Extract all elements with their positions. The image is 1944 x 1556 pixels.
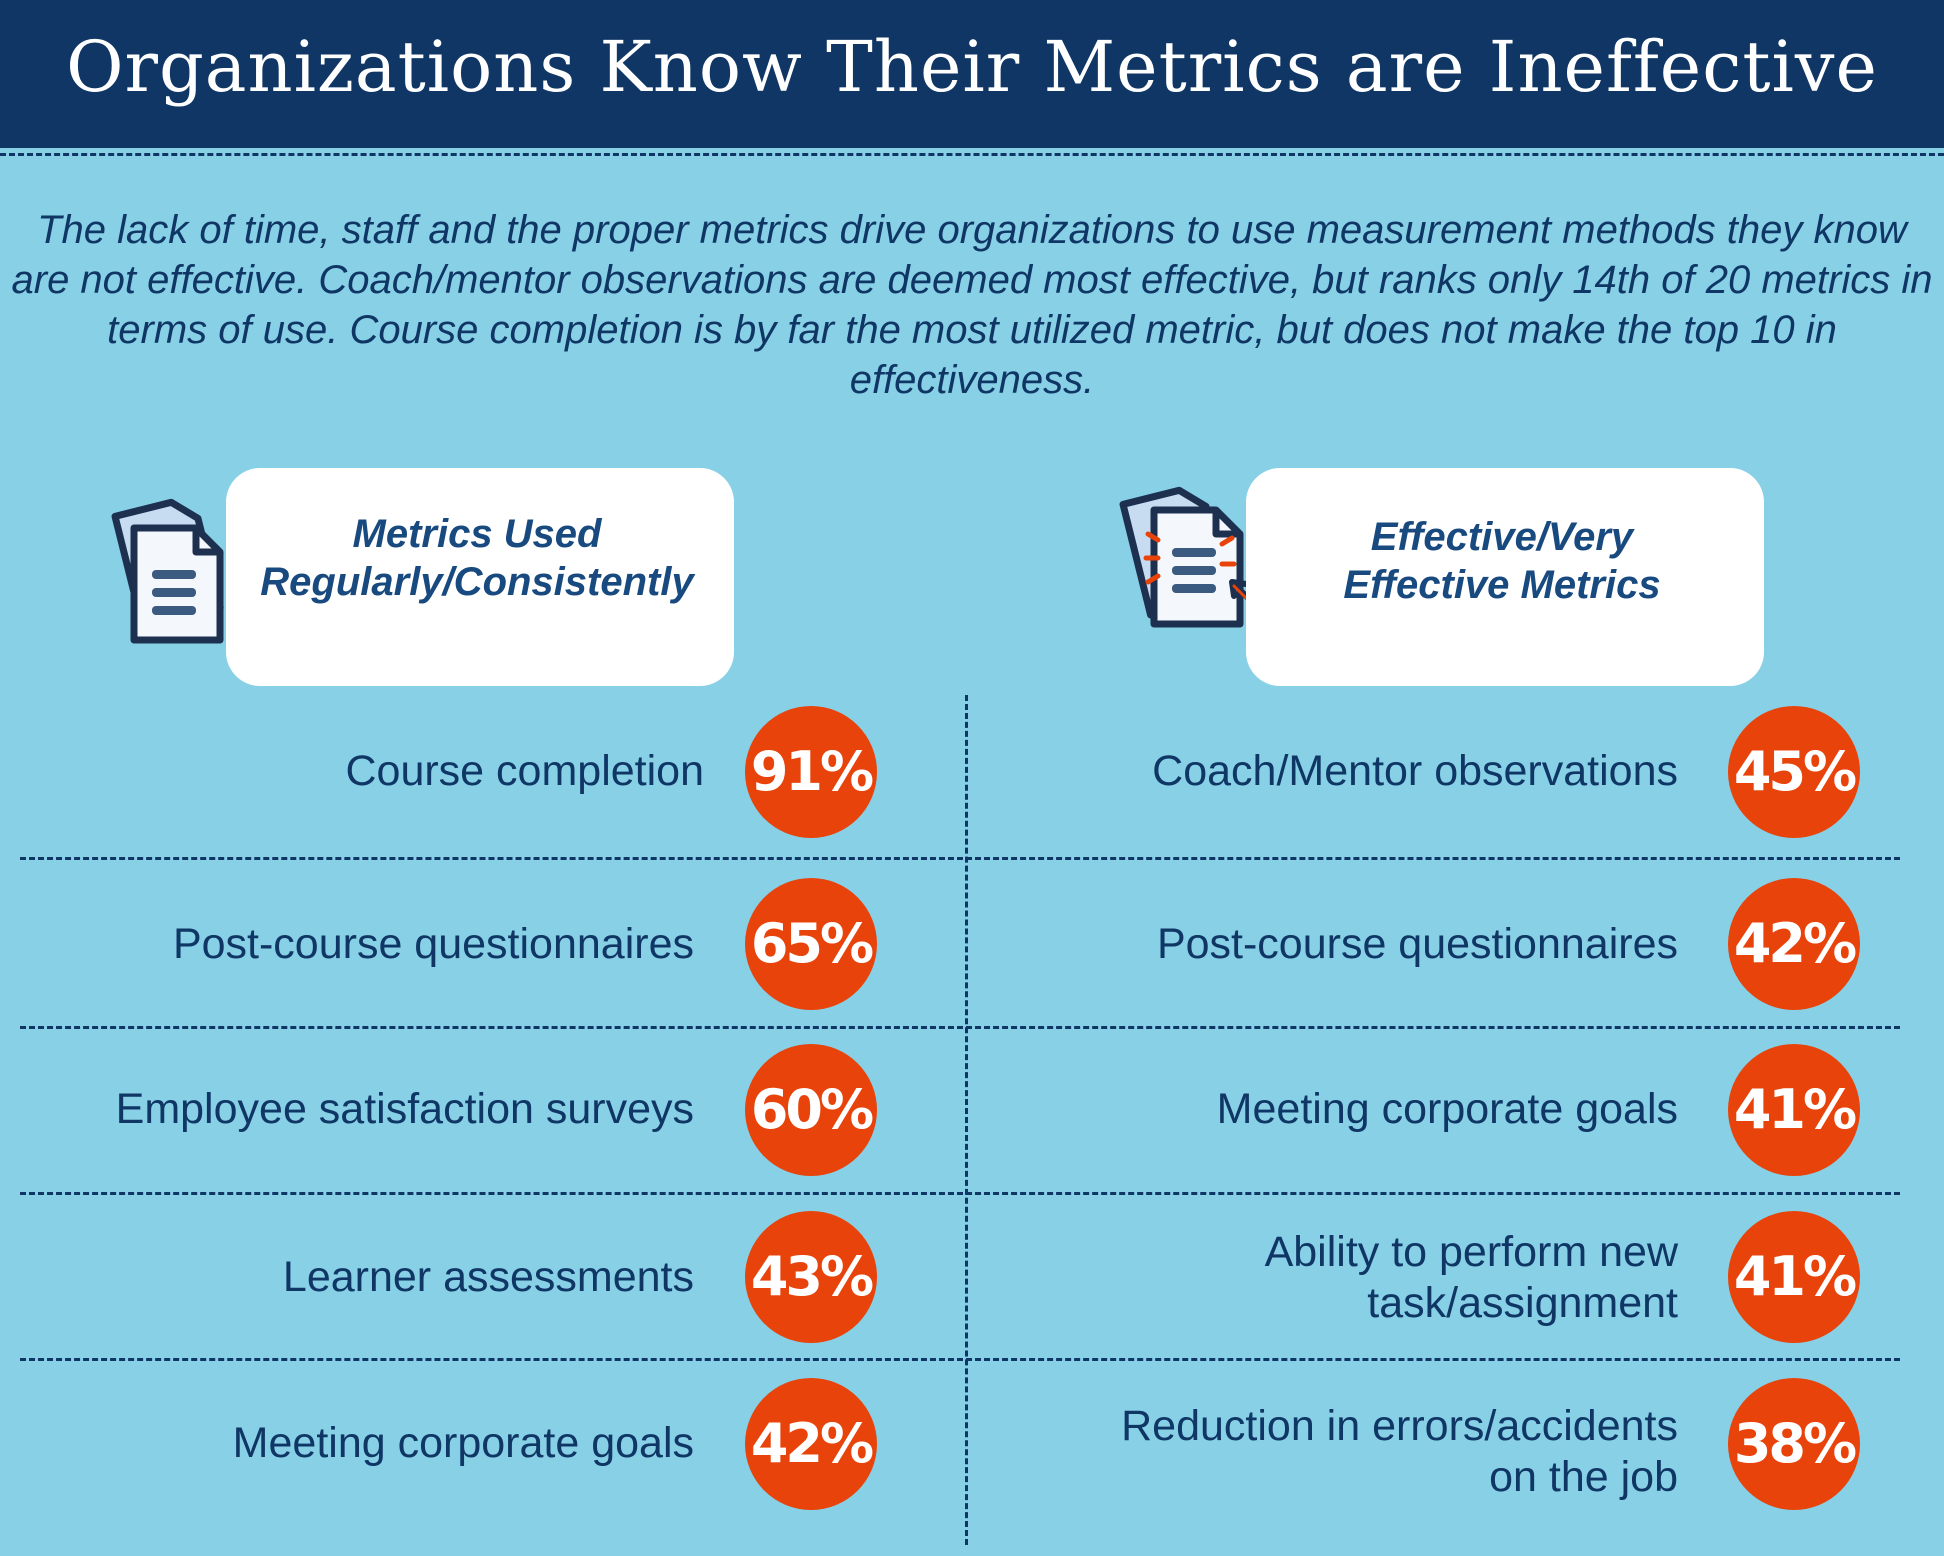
left-metric-value: 43%: [745, 1211, 877, 1343]
intro-text: The lack of time, staff and the proper m…: [11, 208, 1933, 402]
row-divider: [20, 857, 1900, 860]
right-metric-label-line: task/assignment: [1367, 1279, 1678, 1327]
header-bar: Organizations Know Their Metrics are Ine…: [0, 0, 1944, 148]
column-divider: [965, 695, 968, 1545]
right-metric-label-line: on the job: [1489, 1453, 1678, 1501]
left-metric-label: Meeting corporate goals: [232, 1419, 694, 1467]
left-metric-value: 65%: [745, 878, 877, 1010]
row-divider: [20, 1358, 1900, 1361]
left-title-line-2: Regularly/Consistently: [260, 560, 694, 604]
right-metric-label: Post-course questionnaires: [1156, 920, 1678, 968]
documents-icon: [110, 482, 250, 657]
right-metric-label: Reduction in errors/accidents on the job: [978, 1401, 1678, 1503]
right-column-header: [1246, 468, 1764, 686]
right-metric-value: 42%: [1728, 878, 1860, 1010]
right-metric-label: Ability to perform new task/assignment: [998, 1227, 1678, 1329]
right-column-title: Effective/Very Effective Metrics: [1262, 513, 1742, 609]
right-metric-value: 45%: [1728, 706, 1860, 838]
right-title-line-1: Effective/Very: [1370, 515, 1634, 559]
left-column-title: Metrics Used Regularly/Consistently: [232, 510, 722, 606]
right-metric-value: 41%: [1728, 1211, 1860, 1343]
left-metric-label: Employee satisfaction surveys: [115, 1085, 694, 1133]
row-divider: [20, 1192, 1900, 1195]
right-metric-label: Meeting corporate goals: [1216, 1085, 1678, 1133]
right-title-line-2: Effective Metrics: [1343, 563, 1661, 607]
right-metric-label-line: Ability to perform new: [1264, 1228, 1678, 1276]
left-column-header: [226, 468, 734, 686]
left-metric-label: Learner assessments: [282, 1253, 694, 1301]
right-metric-value: 41%: [1728, 1044, 1860, 1176]
left-title-line-1: Metrics Used: [352, 512, 602, 556]
page-title: Organizations Know Their Metrics are Ine…: [66, 26, 1878, 108]
left-metric-label: Post-course questionnaires: [172, 920, 694, 968]
left-metric-value: 42%: [745, 1378, 877, 1510]
right-metric-label: Coach/Mentor observations: [1152, 747, 1678, 795]
right-metric-label-line: Reduction in errors/accidents: [1121, 1402, 1678, 1450]
left-metric-label: Course completion: [345, 747, 704, 795]
header-divider: [0, 153, 1944, 156]
row-divider: [20, 1026, 1900, 1029]
left-metric-value: 91%: [745, 706, 877, 838]
document-pointer-icon: [1118, 470, 1278, 640]
right-metric-value: 38%: [1728, 1378, 1860, 1510]
left-metric-value: 60%: [745, 1044, 877, 1176]
